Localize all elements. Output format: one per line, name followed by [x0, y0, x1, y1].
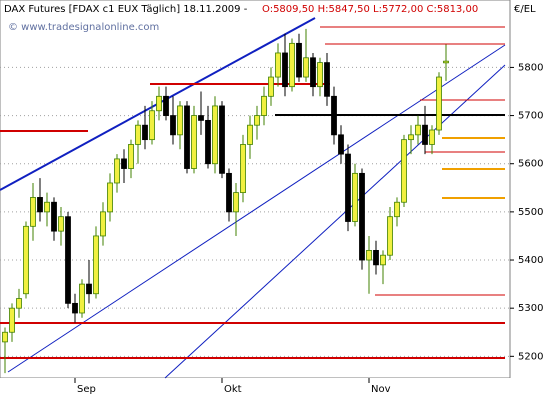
candle-body [310, 57, 316, 88]
candle-body [86, 283, 92, 295]
candle-body [135, 124, 141, 145]
candle-body [394, 201, 400, 218]
candle-body [345, 153, 351, 222]
candle-body [422, 124, 428, 145]
candle-body [58, 216, 64, 232]
candle-body [359, 172, 365, 261]
candle-body [443, 60, 449, 64]
candle-body [275, 52, 281, 78]
candle-body [156, 95, 162, 112]
candle-body [240, 144, 246, 194]
y-tick-label: 5700 [518, 111, 543, 122]
candle-body [254, 115, 260, 126]
candle-body [303, 57, 309, 78]
candle-body [149, 110, 155, 141]
y-tick-label: 5800 [518, 62, 543, 73]
candle-body [191, 115, 197, 169]
trend-line [164, 64, 506, 379]
candle-body [261, 95, 267, 116]
drawings [0, 17, 506, 379]
candle-body [429, 129, 435, 145]
y-tick-label: 5500 [518, 207, 543, 218]
chart-title: DAX Futures [FDAX c1 EUX Täglich] 18.11.… [4, 4, 248, 15]
candle-body [93, 235, 99, 295]
candle-body [373, 249, 379, 266]
candle-body [415, 124, 421, 136]
x-tick-label: Okt [224, 384, 242, 395]
plot-area [0, 0, 511, 379]
candle-body [282, 52, 288, 88]
candle-body [233, 192, 239, 213]
candle-body [380, 254, 386, 266]
candle-body [296, 42, 302, 78]
y-tick-label: 5200 [518, 351, 543, 362]
candle-body [331, 95, 337, 136]
candle-body [114, 158, 120, 184]
candle-body [408, 134, 414, 141]
quote: O:5809,50 H:5847,50 L:5772,00 C:5813,00 [262, 4, 478, 15]
candle-body [65, 216, 71, 304]
y-tick-label: 5600 [518, 159, 543, 170]
candle-body [401, 139, 407, 203]
candle-body [37, 197, 43, 213]
candle-body [387, 216, 393, 256]
x-axis-area [0, 378, 550, 400]
candle-body [198, 115, 204, 121]
candles [2, 28, 449, 374]
candle-body [44, 201, 50, 213]
candle-body [170, 115, 176, 136]
candle-body [51, 201, 57, 232]
candle-body [317, 62, 323, 88]
candle-body [23, 225, 29, 295]
candle-body [268, 76, 274, 97]
candle-body [16, 298, 22, 309]
candle-body [212, 105, 218, 165]
candle-body [9, 307, 15, 333]
candle-body [100, 211, 106, 237]
y-tick-label: 5400 [518, 255, 543, 266]
candle-body [226, 172, 232, 213]
candle-body [205, 119, 211, 165]
candle-body [366, 249, 372, 261]
candle-body [72, 302, 78, 314]
candle-body [128, 144, 134, 169]
candle-body [142, 124, 148, 141]
watermark: © www.tradesignalonline.com [8, 22, 159, 33]
candle-body [436, 76, 442, 131]
candle-body [30, 197, 36, 227]
x-tick-label: Sep [77, 384, 96, 395]
candle-body [163, 95, 169, 116]
candle-body [2, 331, 8, 343]
candle-body [219, 105, 225, 174]
y-axis-label: €/EL [514, 4, 536, 15]
candle-body [184, 105, 190, 169]
candle-body [289, 42, 295, 88]
candle-body [324, 62, 330, 97]
candle-body [107, 182, 113, 213]
candle-body [338, 134, 344, 155]
candle-body [177, 105, 183, 136]
candle-body [352, 172, 358, 222]
candle-body [247, 124, 253, 145]
candle-body [79, 283, 85, 314]
y-tick-label: 5300 [518, 303, 543, 314]
x-tick-label: Nov [371, 384, 391, 395]
candle-body [121, 158, 127, 169]
